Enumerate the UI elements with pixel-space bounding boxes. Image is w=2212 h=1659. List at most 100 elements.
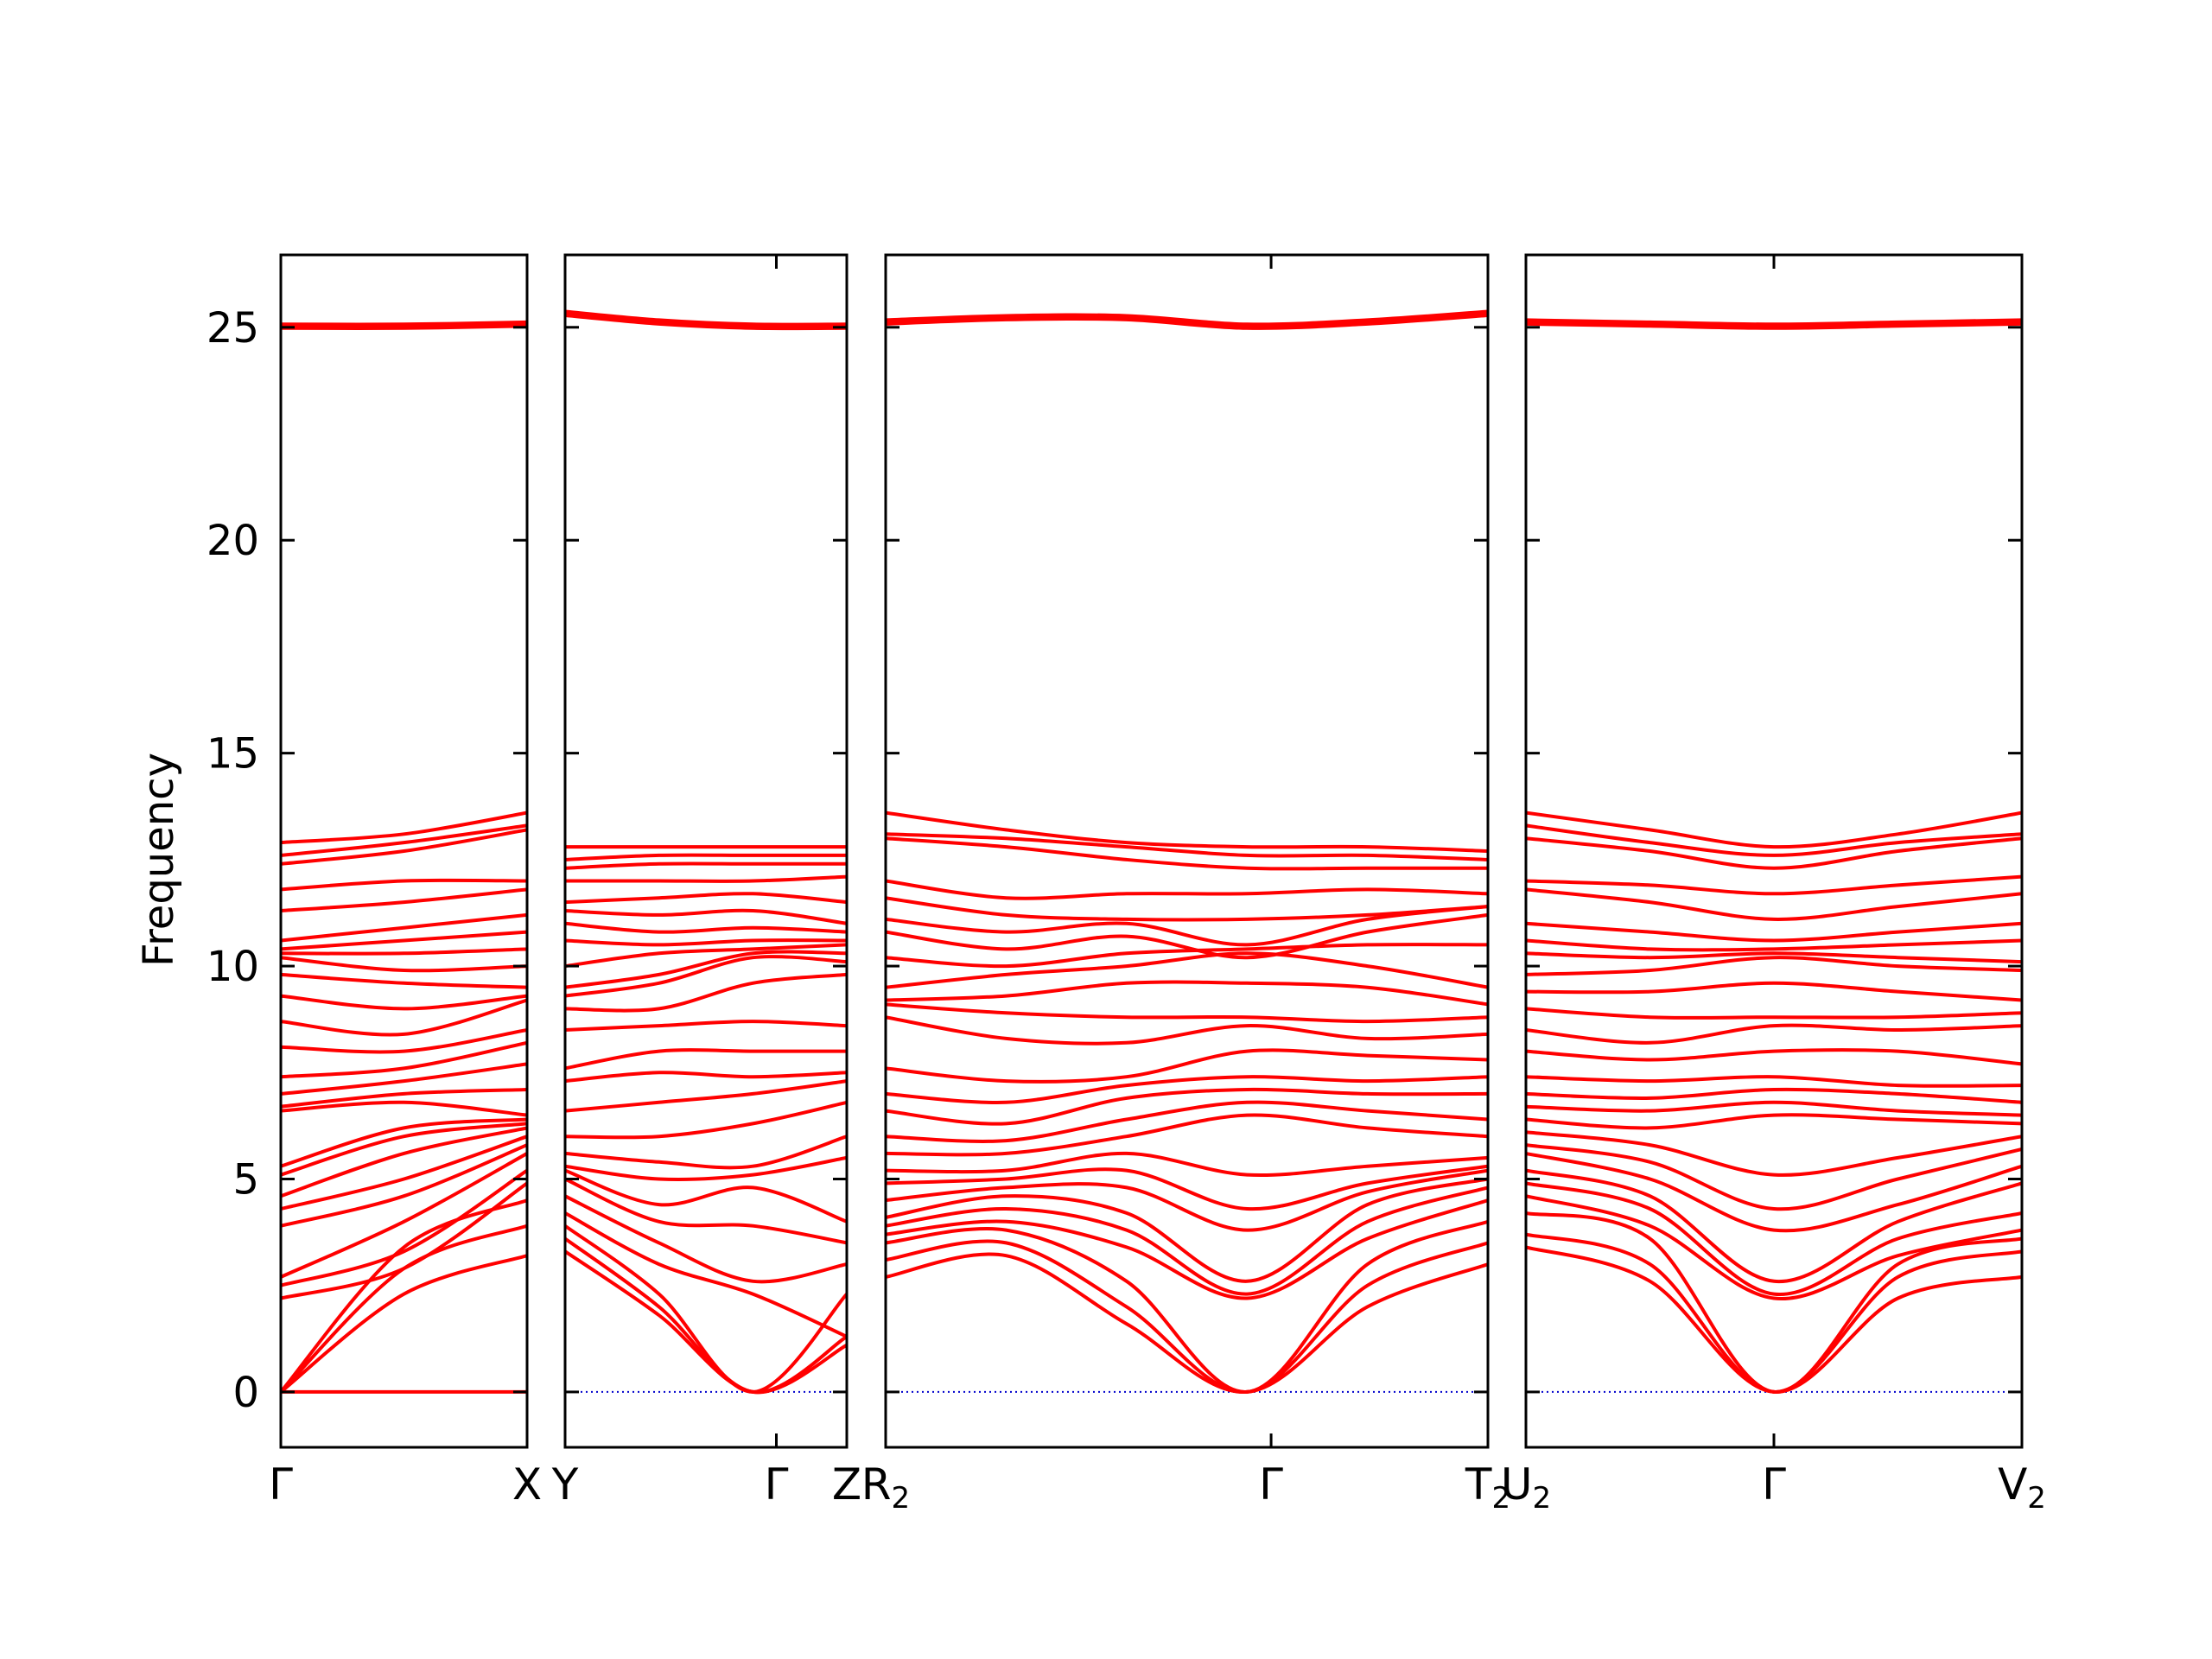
- x-tick-label: V2: [1998, 1459, 2046, 1516]
- band-line: [1526, 1075, 2022, 1088]
- band-line: [1526, 1151, 2022, 1233]
- band-line: [886, 912, 1488, 960]
- x-tick-label: Z: [832, 1459, 861, 1510]
- band-line: [281, 1126, 527, 1198]
- band-line: [565, 908, 847, 925]
- band-line: [886, 905, 1488, 947]
- x-tick-label: U2: [1501, 1459, 1551, 1516]
- band-line: [1526, 1245, 2022, 1394]
- band-line: [886, 1002, 1488, 1024]
- y-tick-label: 10: [207, 943, 259, 991]
- panel-3: R2 Γ T2: [861, 253, 1510, 1516]
- band-line: [886, 1239, 1488, 1394]
- band-line: [1526, 874, 2022, 896]
- band-line: [886, 1185, 1488, 1296]
- band-line: [281, 1168, 527, 1287]
- band-line: [281, 320, 527, 328]
- band-line: [281, 912, 527, 943]
- band-line: [565, 861, 847, 870]
- band-line: [565, 1100, 847, 1140]
- band-line: [1526, 318, 2022, 328]
- band-line: [281, 1028, 527, 1054]
- band-line: [1526, 1100, 2022, 1117]
- panel-frame: [884, 253, 1490, 1449]
- x-tick-label: Γ: [1259, 1459, 1283, 1510]
- panel-frame: [1524, 253, 2024, 1449]
- band-line: [565, 1224, 847, 1394]
- band-line: [886, 1177, 1488, 1283]
- band-line: [565, 1194, 847, 1284]
- band-line: [886, 980, 1488, 1007]
- y-axis-label: Frequency: [135, 753, 183, 967]
- x-tick-label: R2: [861, 1459, 910, 1516]
- band-line: [281, 1254, 527, 1394]
- band-line: [886, 1198, 1488, 1300]
- band-line: [565, 1168, 847, 1224]
- band-line: [1526, 1087, 2022, 1104]
- band-line: [565, 950, 847, 989]
- x-tick-label: Γ: [269, 1459, 293, 1510]
- panel-4: U2 Γ V2: [1501, 253, 2046, 1516]
- band-line: [565, 1236, 847, 1395]
- band-line: [886, 1151, 1488, 1177]
- band-line: [1526, 1211, 2022, 1394]
- band-line: [1526, 1181, 2022, 1296]
- panel-3-bands: [886, 309, 1488, 1394]
- band-line: [281, 956, 527, 973]
- y-tick-label: 15: [207, 730, 259, 779]
- band-line: [1526, 1168, 2022, 1283]
- band-line: [565, 1020, 847, 1032]
- y-tick-label: 25: [207, 304, 259, 353]
- band-line: [886, 836, 1488, 871]
- y-tick-label: 5: [232, 1156, 259, 1205]
- band-line: [886, 943, 1488, 969]
- band-line: [565, 938, 847, 947]
- band-line: [281, 887, 527, 912]
- band-line: [281, 810, 527, 845]
- band-line: [886, 1075, 1488, 1104]
- band-line: [281, 1040, 527, 1079]
- band-line: [281, 1143, 527, 1228]
- band-line: [565, 972, 847, 1013]
- band-line: [565, 874, 847, 883]
- band-line: [1526, 921, 2022, 943]
- band-line: [886, 951, 1488, 989]
- band-line: [1526, 951, 2022, 964]
- band-line: [1526, 1130, 2022, 1177]
- band-line: [886, 1168, 1488, 1232]
- band-line: [565, 309, 847, 328]
- band-line: [281, 972, 527, 989]
- band-line: [886, 810, 1488, 853]
- band-line: [1526, 1194, 2022, 1301]
- band-line: [886, 879, 1488, 900]
- band-line: [281, 823, 527, 857]
- panel-1-bands: [281, 320, 527, 1394]
- band-line: [1526, 1023, 2022, 1045]
- band-line: [1526, 810, 2022, 849]
- band-line: [1526, 836, 2022, 870]
- band-line: [886, 1100, 1488, 1143]
- band-line: [281, 1062, 527, 1096]
- band-line: [565, 1155, 847, 1181]
- band-line: [1526, 981, 2022, 1002]
- x-tick-label: Γ: [765, 1459, 789, 1510]
- band-line: [1526, 956, 2022, 976]
- band-line: [565, 955, 847, 998]
- band-line: [565, 1135, 847, 1170]
- band-line: [281, 994, 527, 1011]
- panel-2-bands: [565, 309, 847, 1395]
- x-tick-label: X: [512, 1459, 542, 1510]
- band-line: [565, 1048, 847, 1071]
- band-line: [565, 1249, 847, 1395]
- x-tick-label: Γ: [1762, 1459, 1786, 1510]
- band-line: [565, 1177, 847, 1245]
- band-line: [886, 1048, 1488, 1084]
- band-line: [886, 1219, 1488, 1394]
- band-line: [565, 1071, 847, 1084]
- band-line: [565, 892, 847, 905]
- panel-frame: [563, 253, 849, 1449]
- band-line: [281, 1181, 527, 1300]
- panel-frame: [279, 253, 529, 1449]
- band-line: [565, 1079, 847, 1113]
